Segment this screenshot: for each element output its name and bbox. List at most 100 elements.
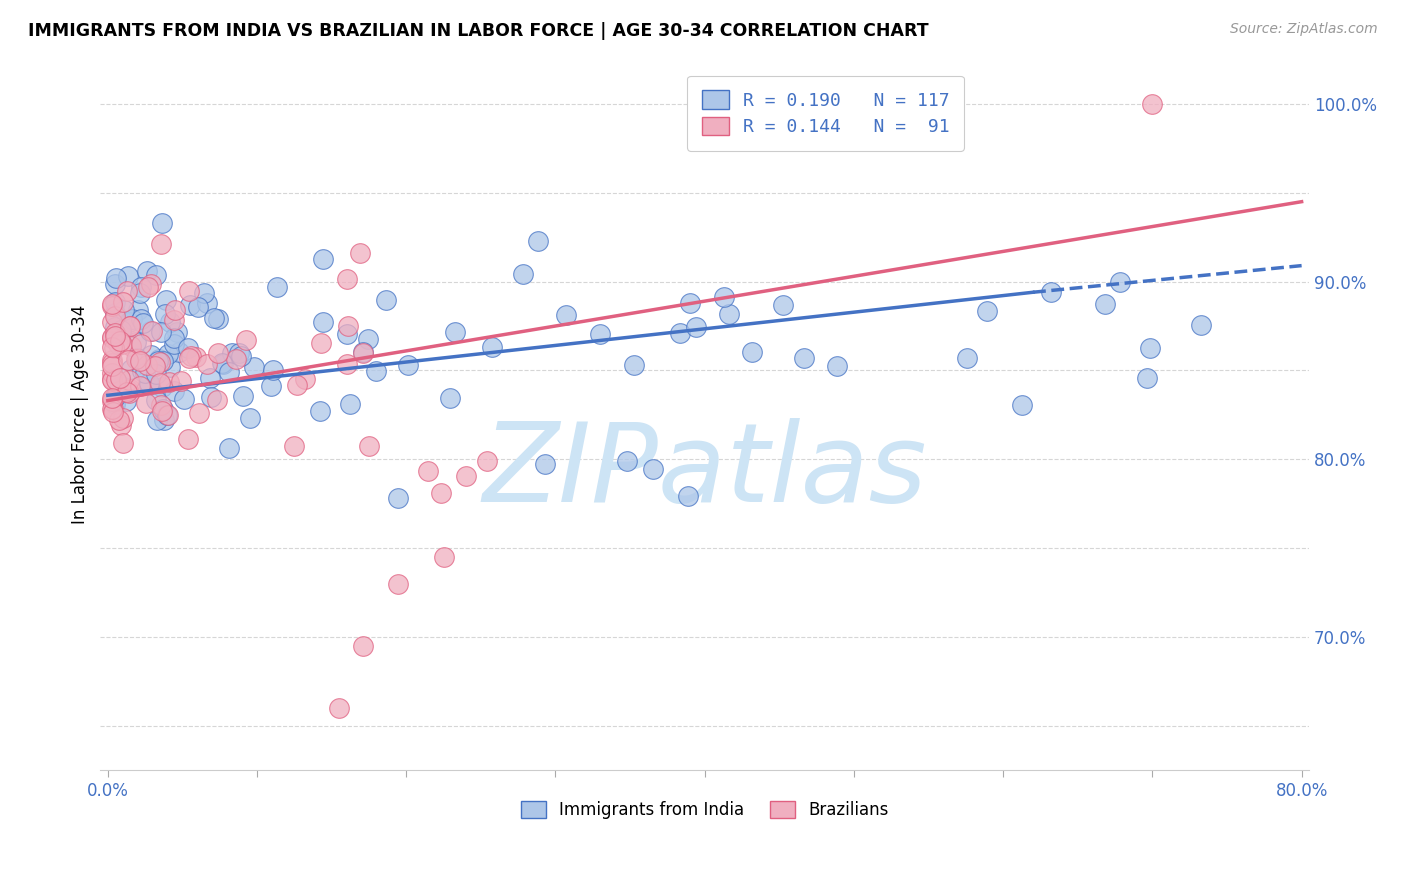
Point	[101, 359, 124, 373]
Point	[120, 382, 142, 396]
Point	[153, 413, 176, 427]
Point	[357, 439, 380, 453]
Point	[1142, 97, 1164, 112]
Point	[533, 457, 555, 471]
Point	[177, 341, 200, 355]
Point	[136, 358, 159, 372]
Point	[104, 319, 127, 334]
Point	[167, 344, 190, 359]
Point	[454, 468, 477, 483]
Point	[187, 405, 209, 419]
Point	[110, 326, 132, 340]
Point	[117, 268, 139, 283]
Point	[352, 639, 374, 653]
Point	[111, 294, 134, 309]
Point	[125, 335, 148, 350]
Point	[205, 393, 228, 408]
Point	[349, 246, 371, 260]
Point	[285, 378, 308, 392]
Point	[118, 386, 141, 401]
Point	[235, 333, 257, 347]
Point	[283, 439, 305, 453]
Point	[129, 336, 152, 351]
Point	[159, 315, 181, 329]
Point	[266, 279, 288, 293]
Point	[108, 413, 131, 427]
Point	[356, 332, 378, 346]
Point	[439, 391, 461, 405]
Point	[589, 326, 612, 341]
Point	[1011, 398, 1033, 412]
Point	[118, 318, 141, 333]
Point	[641, 462, 664, 476]
Point	[101, 373, 124, 387]
Point	[176, 432, 198, 446]
Point	[115, 284, 138, 298]
Point	[177, 285, 200, 299]
Point	[179, 351, 201, 366]
Point	[554, 309, 576, 323]
Point	[741, 345, 763, 359]
Point	[125, 351, 148, 366]
Y-axis label: In Labor Force | Age 30-34: In Labor Force | Age 30-34	[72, 305, 89, 524]
Point	[111, 435, 134, 450]
Point	[120, 362, 142, 376]
Point	[104, 328, 127, 343]
Point	[242, 360, 264, 375]
Point	[129, 312, 152, 326]
Point	[179, 298, 201, 312]
Point	[163, 331, 186, 345]
Point	[101, 394, 124, 409]
Point	[262, 362, 284, 376]
Point	[309, 336, 332, 351]
Point	[1139, 341, 1161, 355]
Point	[294, 372, 316, 386]
Point	[1189, 318, 1212, 333]
Point	[148, 355, 170, 369]
Text: Source: ZipAtlas.com: Source: ZipAtlas.com	[1230, 22, 1378, 37]
Point	[352, 344, 374, 359]
Point	[110, 334, 132, 348]
Point	[101, 352, 124, 367]
Point	[207, 346, 229, 360]
Point	[103, 341, 125, 355]
Point	[336, 271, 359, 285]
Point	[218, 365, 240, 379]
Point	[150, 216, 173, 230]
Point	[717, 307, 740, 321]
Point	[132, 316, 155, 330]
Point	[336, 326, 359, 341]
Point	[195, 295, 218, 310]
Point	[825, 359, 848, 373]
Point	[101, 366, 124, 380]
Point	[104, 309, 127, 323]
Point	[145, 268, 167, 282]
Point	[328, 701, 350, 715]
Point	[150, 237, 173, 252]
Point	[366, 364, 388, 378]
Point	[118, 315, 141, 329]
Point	[444, 325, 467, 339]
Point	[101, 401, 124, 416]
Point	[118, 373, 141, 387]
Point	[135, 264, 157, 278]
Point	[128, 354, 150, 368]
Point	[114, 394, 136, 409]
Point	[207, 312, 229, 326]
Point	[713, 290, 735, 304]
Point	[117, 383, 139, 397]
Point	[143, 359, 166, 374]
Point	[146, 413, 169, 427]
Point	[312, 315, 335, 329]
Point	[103, 405, 125, 419]
Point	[956, 351, 979, 366]
Point	[180, 349, 202, 363]
Point	[150, 398, 173, 412]
Point	[225, 352, 247, 367]
Point	[101, 401, 124, 416]
Point	[146, 353, 169, 368]
Point	[101, 356, 124, 370]
Point	[157, 408, 180, 422]
Point	[166, 325, 188, 339]
Point	[138, 376, 160, 390]
